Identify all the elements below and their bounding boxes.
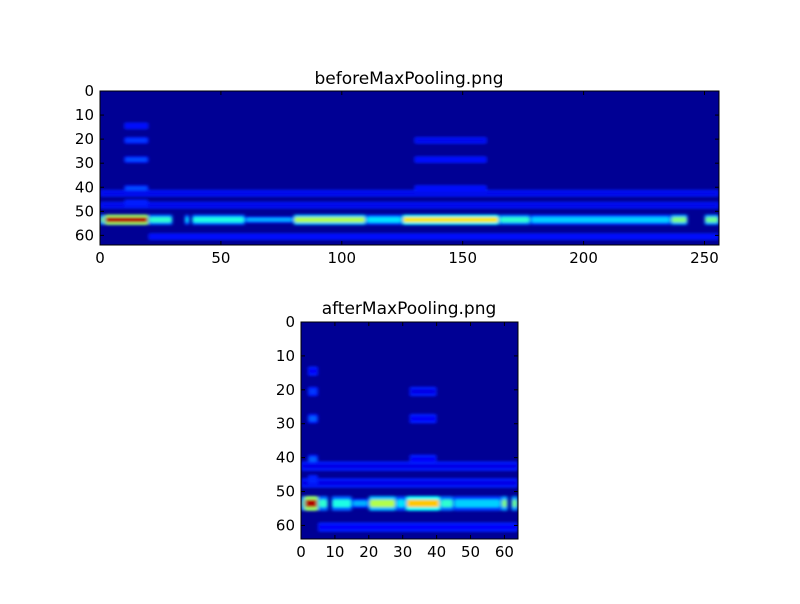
heatmap-cell bbox=[308, 477, 317, 483]
x-tick-label: 60 bbox=[495, 543, 514, 561]
heatmap-cell bbox=[352, 501, 368, 506]
heatmap-cell bbox=[512, 499, 517, 508]
heatmap-cell bbox=[125, 157, 148, 162]
heatmap-cell bbox=[302, 480, 517, 486]
axes-frame bbox=[300, 321, 519, 540]
heatmap-cell bbox=[410, 416, 436, 422]
y-tick-label: 50 bbox=[75, 202, 94, 220]
heatmap-cell bbox=[441, 499, 453, 508]
heatmap-cell bbox=[410, 389, 436, 394]
x-tick-label: 50 bbox=[211, 249, 230, 267]
heatmap-cell bbox=[302, 499, 304, 508]
heatmap-cell bbox=[305, 499, 317, 508]
heatmap-cell bbox=[410, 456, 436, 462]
x-tick-label: 50 bbox=[461, 543, 480, 561]
y-tick-label: 30 bbox=[75, 154, 94, 172]
y-tick-label: 0 bbox=[285, 313, 295, 331]
heatmap-cell bbox=[366, 217, 402, 223]
heatmap-cell bbox=[125, 138, 148, 143]
x-tick-label: 20 bbox=[359, 543, 378, 561]
x-tick-label: 40 bbox=[427, 543, 446, 561]
y-tick-label: 50 bbox=[276, 483, 295, 501]
heatmap-cell bbox=[318, 499, 328, 508]
y-tick-label: 30 bbox=[276, 415, 295, 433]
heatmap-cell bbox=[705, 217, 718, 223]
heatmap-cell bbox=[415, 186, 486, 191]
heatmap-cell bbox=[407, 499, 440, 508]
heatmap-cell bbox=[302, 463, 517, 469]
heatmap-cell bbox=[192, 217, 245, 223]
y-tick-label: 10 bbox=[276, 347, 295, 365]
before-maxpooling-axes: beforeMaxPooling.png 0 50 100 150 200 250 0 10 2… bbox=[75, 69, 720, 267]
x-tick-label: 150 bbox=[448, 249, 477, 267]
x-tick-label: 30 bbox=[393, 543, 412, 561]
heatmap-cell bbox=[246, 218, 293, 222]
x-tick-label: 100 bbox=[327, 249, 356, 267]
heatmap-cell bbox=[105, 217, 148, 223]
heatmap-cell bbox=[369, 499, 395, 508]
heatmap-cell bbox=[318, 524, 517, 530]
y-tick-label: 0 bbox=[84, 82, 94, 100]
heatmap-cell bbox=[101, 217, 104, 223]
after-maxpooling-axes: afterMaxPooling.png 0 10 20 30 40 50 600102030… bbox=[276, 299, 519, 561]
chart-title: beforeMaxPooling.png bbox=[314, 69, 503, 89]
y-tick-label: 40 bbox=[276, 449, 295, 467]
heatmap-cell bbox=[531, 217, 670, 223]
heatmap-cell bbox=[308, 456, 317, 462]
heatmap-cell bbox=[308, 368, 317, 374]
heatmap-cell bbox=[403, 217, 498, 223]
y-tick-label: 10 bbox=[75, 106, 94, 124]
heatmap-cell bbox=[125, 124, 148, 128]
heatmap-cell bbox=[499, 217, 530, 223]
heatmap-cell bbox=[101, 191, 718, 195]
heatmap-cell bbox=[185, 217, 189, 223]
y-tick-label: 20 bbox=[276, 381, 295, 399]
heatmap-cell bbox=[125, 186, 148, 191]
y-tick-label: 40 bbox=[75, 178, 94, 196]
heatmap-cell bbox=[294, 217, 365, 223]
heatmap-cell bbox=[101, 203, 718, 207]
heatmap-cell bbox=[308, 416, 317, 422]
x-tick-label: 200 bbox=[569, 249, 598, 267]
y-tick-label: 60 bbox=[75, 226, 94, 244]
x-tick-label: 0 bbox=[95, 249, 105, 267]
chart-title: afterMaxPooling.png bbox=[322, 299, 497, 319]
x-tick-label: 0 bbox=[296, 543, 306, 561]
heatmap-cell bbox=[332, 499, 351, 508]
axes-frame bbox=[99, 90, 720, 246]
y-tick-label: 60 bbox=[276, 516, 295, 534]
heatmap-cell bbox=[502, 499, 507, 508]
heatmap-cell bbox=[415, 157, 486, 162]
heatmap-cell bbox=[396, 499, 406, 508]
heatmap-cell bbox=[149, 234, 718, 239]
heatmap-cell bbox=[454, 499, 501, 508]
heatmap-cell bbox=[671, 217, 687, 223]
x-tick-label: 10 bbox=[325, 543, 344, 561]
y-tick-label: 20 bbox=[75, 130, 94, 148]
heatmap-cell bbox=[308, 389, 317, 394]
heatmap-cell bbox=[415, 138, 486, 143]
heatmap-cell bbox=[125, 201, 148, 205]
x-tick-label: 250 bbox=[690, 249, 719, 267]
heatmap-cell bbox=[149, 217, 172, 223]
